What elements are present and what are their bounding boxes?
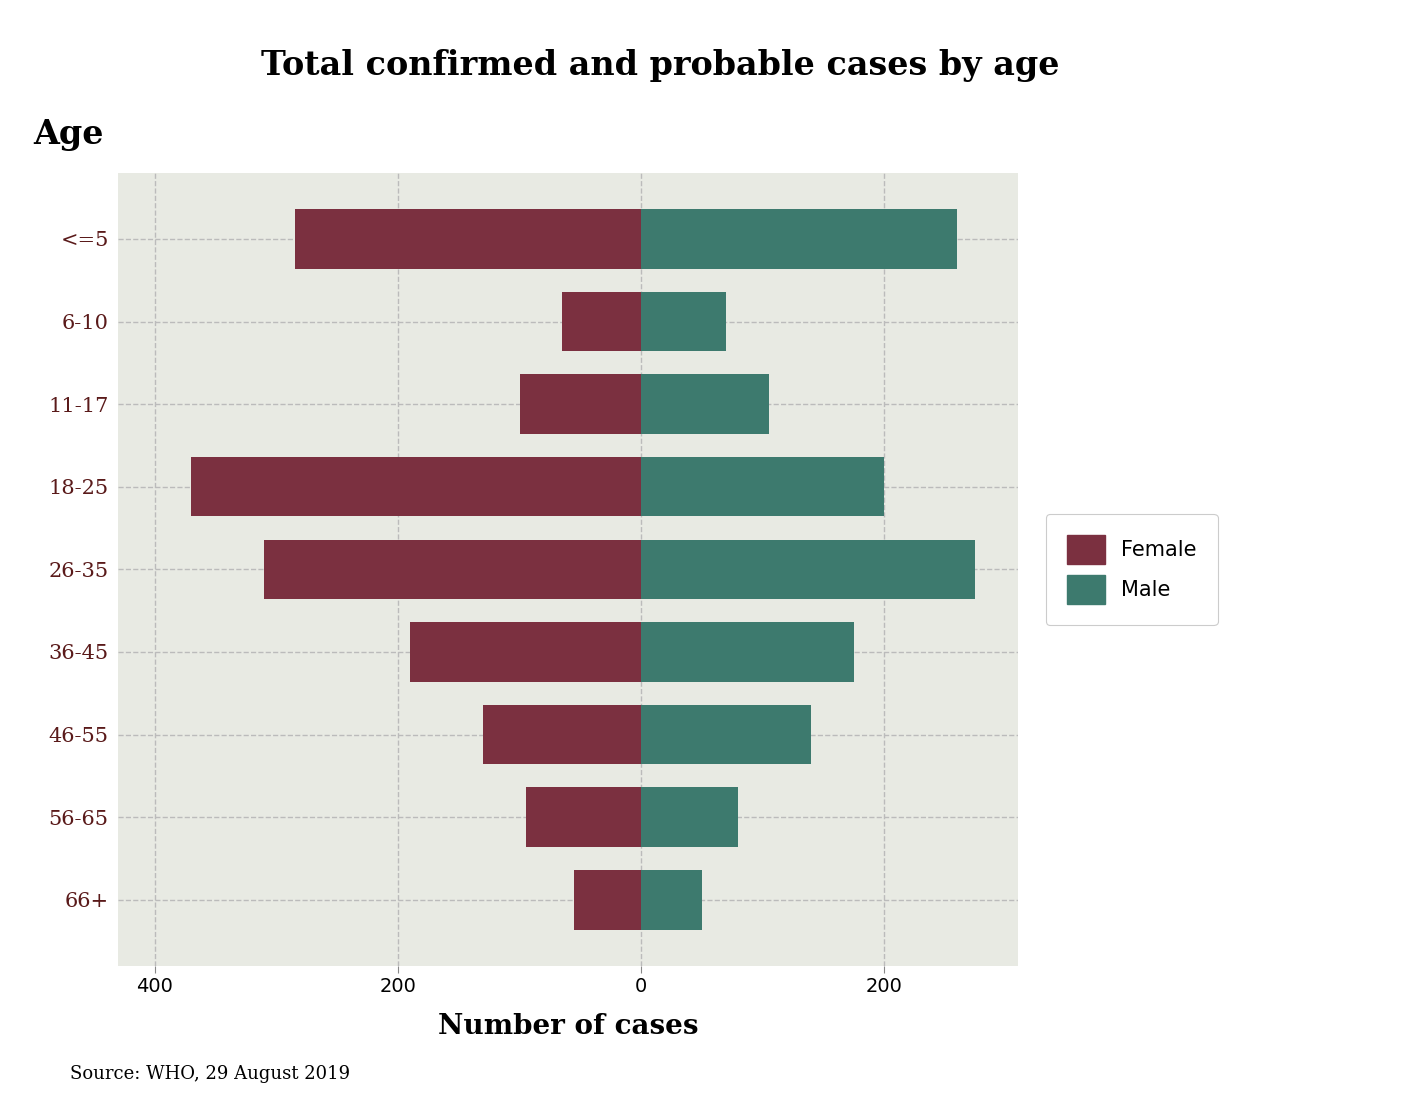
Bar [410, 622, 641, 681]
Legend: Female, Male: Female, Male [1047, 514, 1218, 625]
Bar [525, 788, 641, 847]
Bar [641, 622, 854, 681]
Bar [641, 457, 884, 517]
Bar [575, 870, 641, 930]
Bar [191, 457, 641, 517]
X-axis label: Number of cases: Number of cases [438, 1013, 698, 1040]
Bar [641, 540, 975, 599]
Bar [562, 291, 641, 352]
Bar [641, 788, 738, 847]
Bar [295, 209, 641, 268]
Bar [264, 540, 641, 599]
Bar [520, 375, 641, 434]
Text: Age: Age [32, 118, 104, 151]
Text: Source: WHO, 29 August 2019: Source: WHO, 29 August 2019 [70, 1065, 350, 1083]
Bar [641, 375, 769, 434]
Text: Total confirmed and probable cases by age: Total confirmed and probable cases by ag… [261, 49, 1059, 82]
Bar [641, 291, 726, 352]
Bar [641, 209, 957, 268]
Bar [641, 870, 702, 930]
Bar [483, 704, 641, 764]
Bar [641, 704, 811, 764]
